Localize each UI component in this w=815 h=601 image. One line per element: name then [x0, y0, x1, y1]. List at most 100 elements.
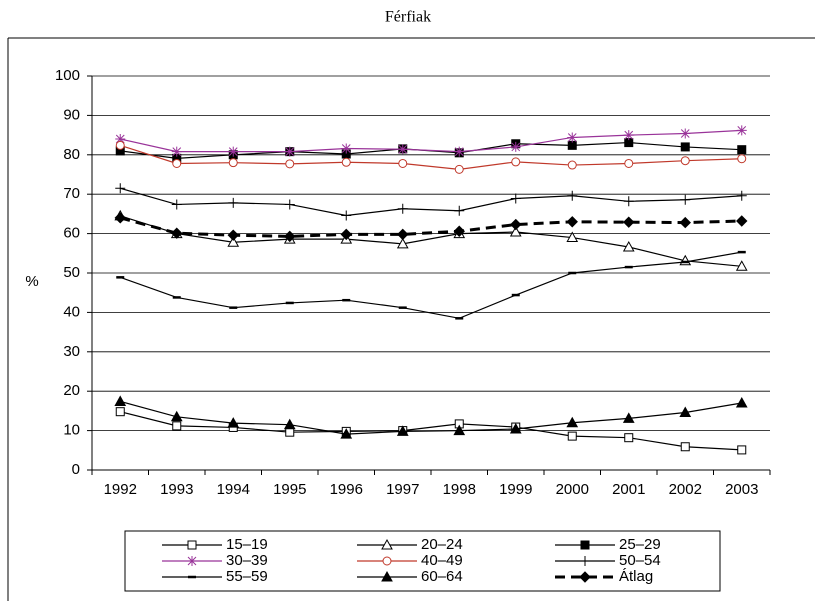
x-tick-label: 1996 — [330, 481, 363, 498]
marker — [171, 146, 182, 157]
marker — [114, 395, 127, 406]
marker — [509, 422, 522, 434]
marker — [285, 427, 295, 437]
marker — [340, 228, 352, 241]
marker — [737, 154, 747, 164]
legend-label: 25–29 — [619, 536, 661, 553]
marker — [341, 157, 351, 167]
y-tick-label: 50 — [63, 264, 80, 281]
marker — [228, 197, 239, 208]
marker — [115, 407, 125, 417]
marker — [227, 417, 240, 428]
marker — [381, 538, 393, 550]
y-axis-label: % — [25, 273, 38, 290]
marker — [114, 212, 126, 224]
marker — [622, 412, 635, 423]
marker — [567, 132, 578, 143]
x-tick-label: 1997 — [386, 481, 419, 498]
marker — [172, 158, 182, 168]
marker — [228, 158, 238, 168]
marker — [454, 164, 464, 174]
x-tick-label: 1992 — [104, 481, 137, 498]
x-tick-label: 1998 — [443, 481, 476, 498]
marker — [680, 156, 690, 166]
y-tick-label: 100 — [55, 67, 80, 84]
marker — [397, 203, 408, 214]
series-line — [120, 187, 742, 217]
marker — [453, 424, 466, 436]
marker — [509, 225, 522, 237]
marker — [737, 445, 747, 455]
marker — [580, 556, 590, 566]
marker — [341, 143, 352, 154]
marker — [566, 216, 578, 228]
marker — [454, 205, 465, 216]
marker — [736, 190, 747, 201]
x-tick-label: 1999 — [499, 481, 532, 498]
series-line — [120, 251, 742, 319]
marker — [285, 159, 295, 169]
marker — [623, 130, 634, 141]
legend-label: 50–54 — [619, 552, 661, 569]
y-tick-label: 60 — [63, 225, 80, 242]
marker — [454, 146, 465, 157]
marker — [566, 416, 579, 428]
marker — [680, 142, 690, 152]
marker — [228, 146, 239, 157]
legend-box — [124, 530, 721, 592]
legend-label: 40–49 — [421, 552, 463, 569]
marker — [115, 134, 126, 145]
chart-title: Férfiak — [385, 9, 431, 26]
series-line — [119, 216, 742, 238]
series-line — [120, 144, 742, 170]
legend-label: 20–24 — [421, 536, 463, 553]
y-tick-label: 0 — [72, 461, 80, 478]
marker — [171, 199, 182, 210]
series-line — [120, 129, 742, 153]
y-tick-label: 30 — [63, 343, 80, 360]
marker — [510, 218, 522, 231]
marker — [679, 406, 692, 417]
marker — [624, 158, 634, 168]
marker — [115, 140, 125, 150]
marker — [567, 140, 577, 150]
marker — [227, 229, 239, 241]
marker — [579, 571, 591, 583]
series-line — [120, 215, 742, 267]
marker — [284, 199, 295, 210]
marker — [622, 240, 635, 252]
marker — [580, 540, 590, 550]
marker — [382, 556, 392, 566]
marker — [567, 190, 578, 201]
y-tick-label: 80 — [63, 146, 80, 163]
x-tick-label: 1993 — [160, 481, 193, 498]
marker — [735, 260, 748, 271]
marker — [567, 431, 577, 441]
series-line — [120, 411, 742, 451]
marker — [735, 396, 748, 408]
x-tick-label: 2002 — [669, 481, 702, 498]
y-tick-label: 10 — [63, 422, 80, 439]
marker — [398, 158, 408, 168]
x-tick-label: 2001 — [612, 481, 645, 498]
x-tick-label: 1995 — [273, 481, 306, 498]
marker — [283, 418, 296, 430]
marker — [284, 230, 296, 243]
marker — [623, 216, 635, 228]
marker — [453, 225, 465, 237]
marker — [511, 157, 521, 167]
marker — [187, 556, 197, 566]
marker — [115, 183, 126, 194]
legend-label: 30–39 — [226, 552, 268, 569]
marker — [737, 145, 747, 155]
marker — [623, 196, 634, 207]
marker — [567, 160, 577, 170]
marker — [171, 227, 183, 239]
marker — [397, 144, 408, 155]
marker — [396, 425, 409, 436]
marker — [680, 194, 691, 205]
legend-label: 55–59 — [226, 568, 268, 585]
marker — [172, 421, 182, 431]
marker — [736, 215, 748, 227]
